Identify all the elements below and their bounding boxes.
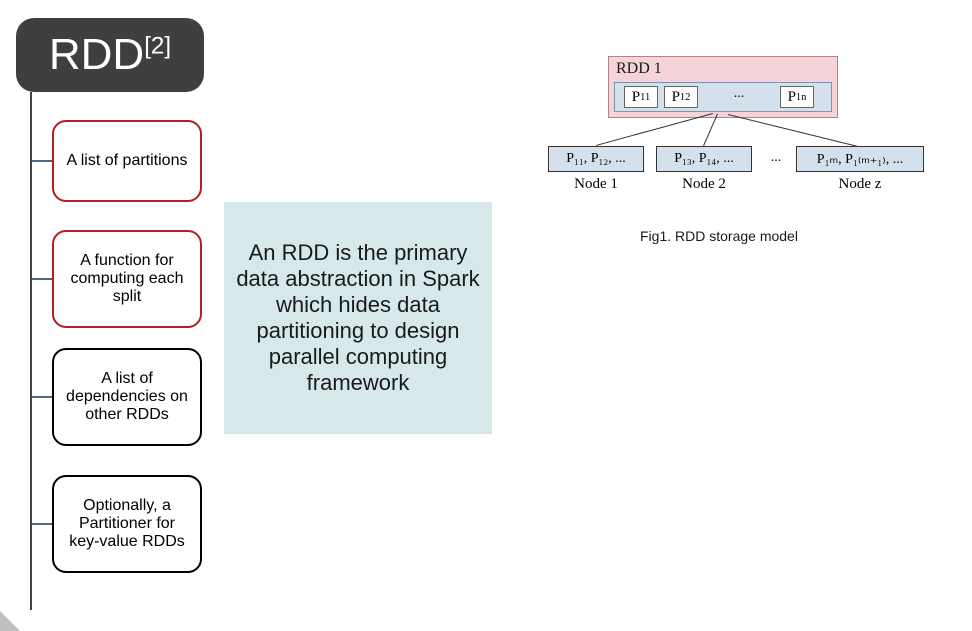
- diagram-edge: [703, 114, 718, 146]
- partition-label-main: P: [788, 89, 796, 106]
- partition-box: P12: [664, 86, 698, 108]
- partition-box: P1n: [780, 86, 814, 108]
- partition-dots: ...: [714, 86, 764, 102]
- callout-text: An RDD is the primary data abstraction i…: [236, 240, 480, 396]
- tree-branch: [32, 278, 52, 280]
- partition-label-sub: 11: [640, 92, 650, 103]
- corner-triangle: [0, 611, 20, 631]
- tree-item-text: Optionally, a Partitioner for key-value …: [62, 497, 192, 551]
- rdd-diagram: RDD 1 P11P12P1n ... P₁₁, P₁₂, ...Node 1P…: [548, 56, 928, 206]
- partition-label-sub: 12: [680, 92, 691, 103]
- node-box: P₁ₘ, P₁₍ₘ₊₁₎, ...: [796, 146, 924, 172]
- partition-box: P11: [624, 86, 658, 108]
- partition-label-main: P: [672, 89, 680, 106]
- node-label: Node 1: [548, 176, 644, 193]
- node-box: P₁₃, P₁₄, ...: [656, 146, 752, 172]
- tree-trunk: [30, 92, 32, 610]
- tree-item: Optionally, a Partitioner for key-value …: [52, 475, 202, 573]
- tree-branch: [32, 396, 52, 398]
- diagram-caption: Fig1. RDD storage model: [640, 228, 798, 244]
- title-sup: [2]: [144, 32, 171, 59]
- diagram-edge: [728, 114, 858, 147]
- node-label: Node z: [796, 176, 924, 193]
- tree-branch: [32, 523, 52, 525]
- title-text: RDD[2]: [49, 30, 171, 80]
- tree-item: A list of partitions: [52, 120, 202, 202]
- partition-label-main: P: [632, 89, 640, 106]
- title-box: RDD[2]: [16, 18, 204, 92]
- tree-item: A function for computing each split: [52, 230, 202, 328]
- tree-branch: [32, 160, 52, 162]
- node-content: P₁ₘ, P₁₍ₘ₊₁₎, ...: [817, 151, 903, 168]
- node-content: P₁₁, P₁₂, ...: [566, 151, 626, 167]
- node-content: P₁₃, P₁₄, ...: [674, 151, 734, 167]
- tree-item: A list of dependencies on other RDDs: [52, 348, 202, 446]
- callout-box: An RDD is the primary data abstraction i…: [224, 202, 492, 434]
- title-main: RDD: [49, 30, 144, 79]
- tree-item-text: A function for computing each split: [62, 252, 192, 306]
- rdd-label: RDD 1: [616, 60, 662, 78]
- tree-item-text: A list of dependencies on other RDDs: [62, 370, 192, 424]
- node-dots: ...: [762, 150, 790, 166]
- node-box: P₁₁, P₁₂, ...: [548, 146, 644, 172]
- node-label: Node 2: [656, 176, 752, 193]
- tree-item-text: A list of partitions: [67, 152, 188, 170]
- partition-label-sub: 1n: [796, 92, 807, 103]
